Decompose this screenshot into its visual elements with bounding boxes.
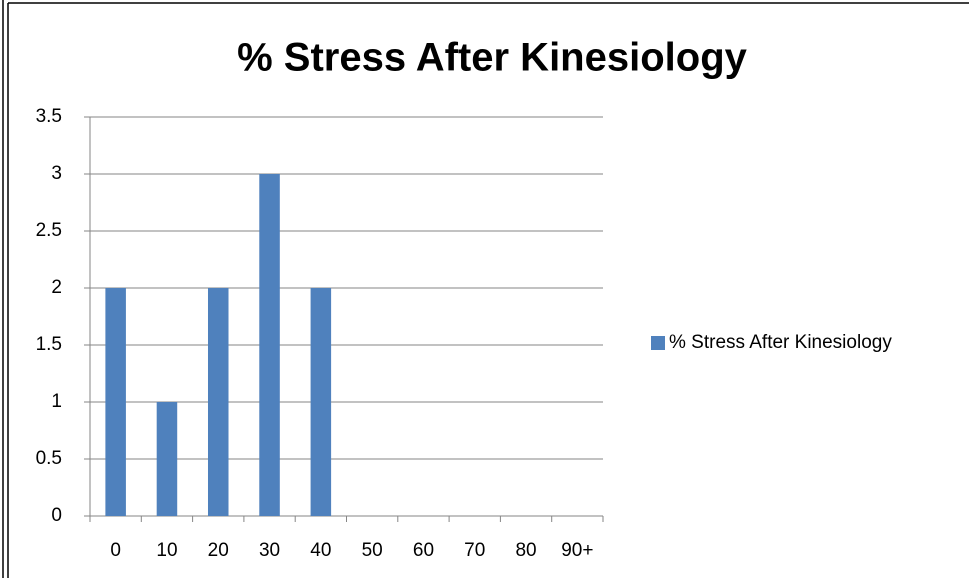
chart-title: % Stress After Kinesiology — [237, 36, 748, 80]
x-tick-label: 40 — [310, 540, 331, 561]
bar — [105, 288, 126, 516]
x-tick-label: 70 — [464, 540, 485, 561]
x-tick-label: 0 — [110, 540, 121, 561]
y-tick-label: 0 — [51, 505, 62, 526]
x-tick-label: 50 — [362, 540, 383, 561]
y-tick-label: 2.5 — [36, 220, 62, 241]
legend-swatch — [651, 336, 665, 350]
legend-label: % Stress After Kinesiology — [669, 332, 892, 353]
x-tick-label: 80 — [515, 540, 536, 561]
bar — [156, 402, 178, 516]
y-tick-label: 1.5 — [36, 334, 62, 355]
x-tick-label: 60 — [413, 540, 434, 561]
x-tick-label: 20 — [208, 540, 229, 561]
bar — [207, 288, 229, 516]
y-tick-label: 3.5 — [36, 106, 62, 127]
x-tick-label: 90+ — [561, 540, 593, 561]
y-tick-label: 3 — [51, 163, 62, 184]
y-tick-label: 2 — [51, 277, 62, 298]
bar — [259, 174, 280, 516]
bar — [310, 288, 332, 516]
x-tick-label: 30 — [259, 540, 280, 561]
y-tick-label: 1 — [51, 391, 62, 412]
x-tick-label: 10 — [156, 540, 177, 561]
y-tick-label: 0.5 — [36, 448, 62, 469]
